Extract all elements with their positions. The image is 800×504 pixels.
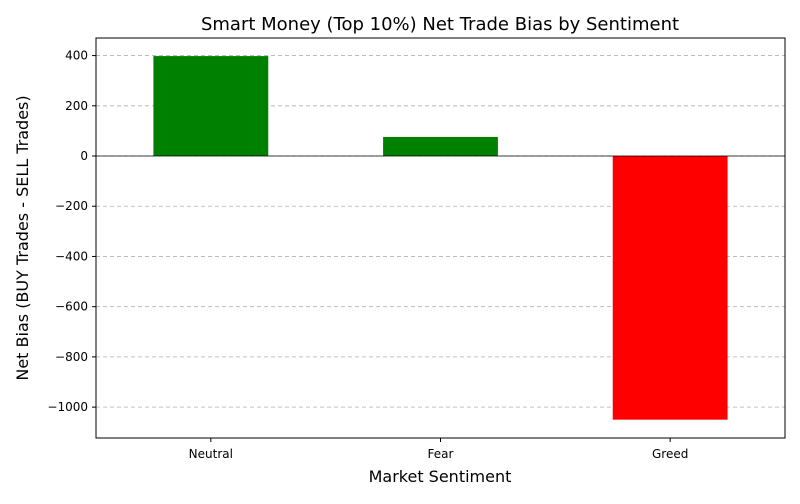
bar-neutral (153, 56, 269, 157)
y-tick-label: 0 (80, 149, 88, 163)
x-tick-label: Greed (652, 447, 688, 461)
y-axis-label: Net Bias (BUY Trades - SELL Trades) (13, 95, 32, 380)
bar-greed (612, 156, 728, 420)
y-tick-label: −800 (55, 350, 88, 364)
bars (153, 56, 728, 420)
y-tick-label: 200 (65, 99, 88, 113)
x-axis-label: Market Sentiment (369, 467, 512, 486)
y-tick-label: −200 (55, 199, 88, 213)
x-tick-label: Neutral (189, 447, 233, 461)
y-tick-label: −1000 (47, 400, 88, 414)
bar-fear (383, 136, 498, 157)
chart-title: Smart Money (Top 10%) Net Trade Bias by … (201, 14, 679, 35)
y-tick-label: −600 (55, 300, 88, 314)
y-tick-label: 400 (65, 49, 88, 63)
axes: Neutral Fear Greed 400 200 0 −200 −400 −600 −800 −… (47, 37, 786, 461)
x-tick-label: Fear (428, 447, 454, 461)
plot-frame (95, 37, 786, 439)
y-tick-label: −400 (55, 249, 88, 263)
